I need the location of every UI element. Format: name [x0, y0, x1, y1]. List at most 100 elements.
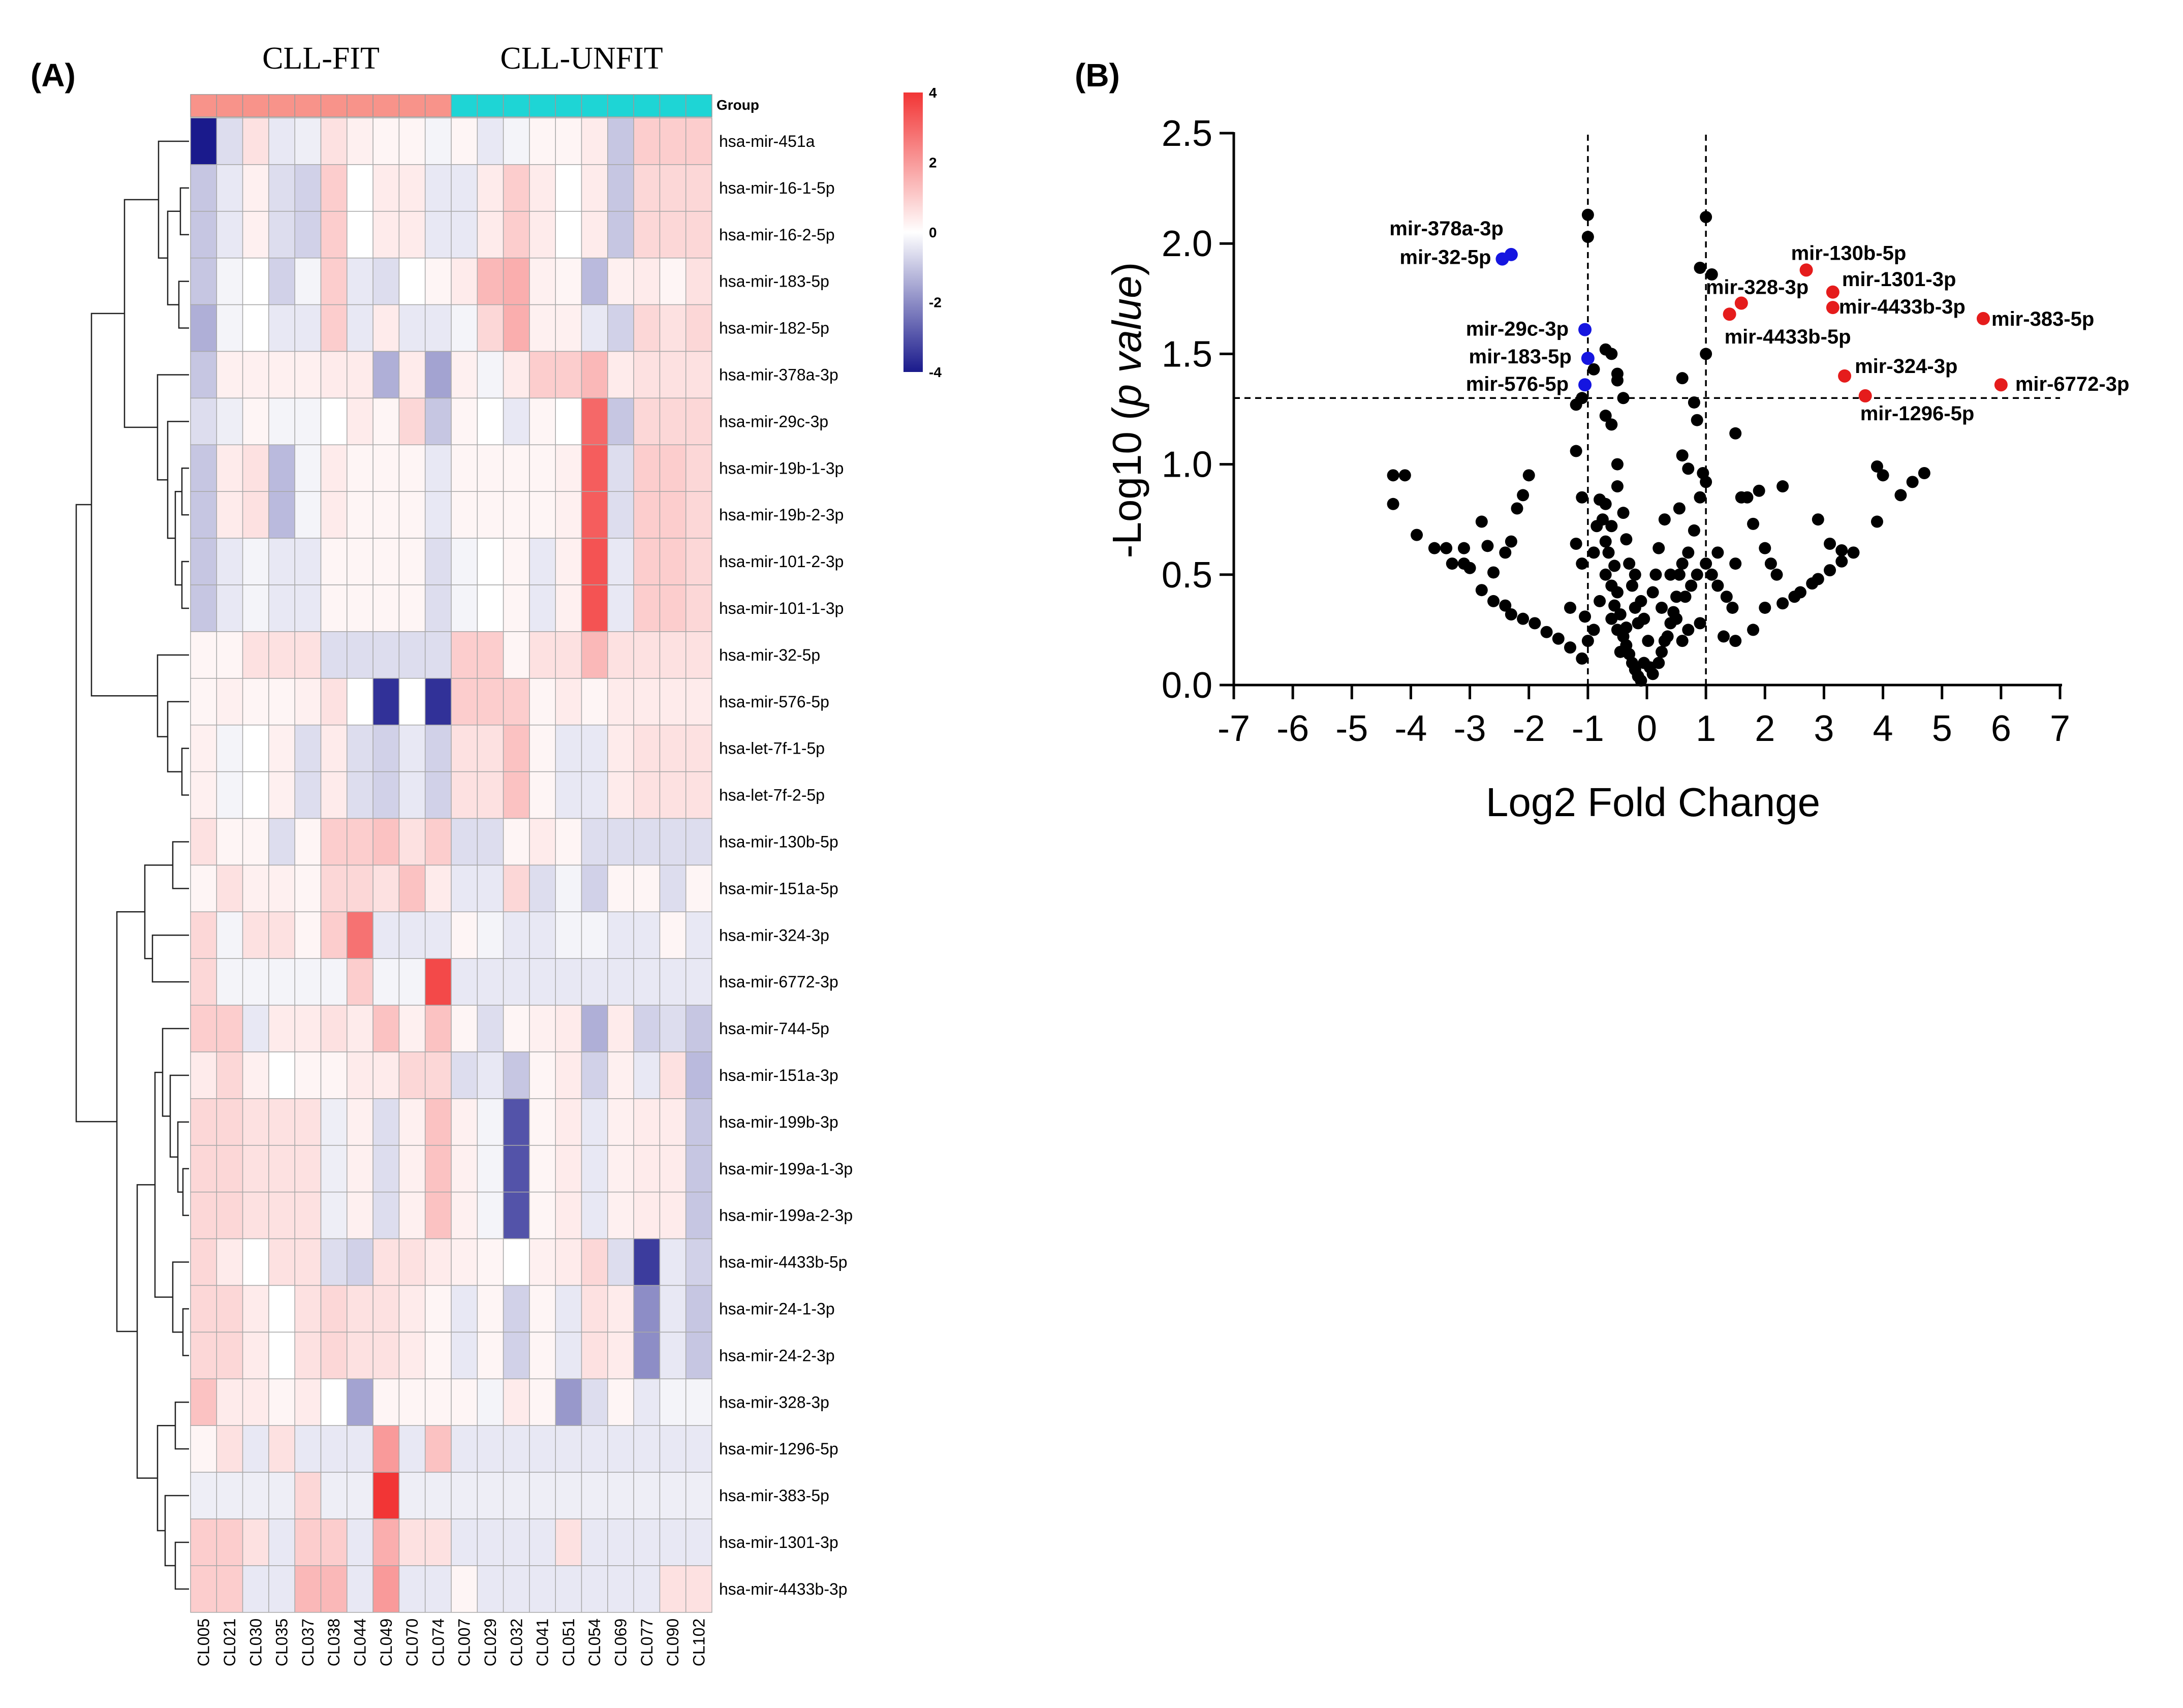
heatmap-cell [424, 1425, 452, 1473]
colorbar-tick: -2 [929, 295, 942, 310]
row-label: hsa-mir-451a [719, 132, 815, 150]
heatmap-cell [216, 1005, 243, 1052]
heatmap-cell [190, 1051, 217, 1099]
heatmap-cell [451, 911, 478, 959]
heatmap-cell [424, 257, 452, 305]
data-point [1676, 635, 1689, 647]
heatmap-cell [659, 678, 687, 726]
heatmap-cell [372, 1051, 400, 1099]
heatmap-cell [347, 538, 373, 585]
heatmap-cell [581, 911, 608, 959]
point-label: mir-29c-3p [1466, 318, 1569, 340]
heatmap-cell [529, 1005, 556, 1052]
row-label: hsa-mir-19b-1-3p [719, 459, 844, 477]
heatmap-cell [294, 1005, 322, 1052]
group-cell [633, 94, 661, 117]
dendrogram-link [162, 1028, 189, 1117]
heatmap-cell [503, 1051, 530, 1099]
heatmap-cell [451, 538, 478, 585]
heatmap-cell [529, 818, 556, 866]
significant-point [1581, 352, 1595, 365]
dendrogram-link [75, 504, 117, 1123]
heatmap-cell [607, 1378, 634, 1426]
data-point [1564, 601, 1577, 614]
heatmap-cell [268, 818, 295, 866]
heatmap-cell [529, 491, 556, 539]
heatmap-cell [477, 444, 504, 492]
heatmap-cell [685, 1191, 712, 1239]
heatmap-cell [633, 724, 661, 772]
heatmap-cell [268, 1051, 295, 1099]
heatmap-cell [294, 1378, 322, 1426]
heatmap-cell [294, 584, 322, 632]
heatmap-cell [372, 678, 400, 726]
heatmap-cell [529, 678, 556, 726]
row-label: hsa-mir-199a-1-3p [719, 1160, 853, 1178]
heatmap-cell [451, 397, 478, 446]
heatmap-cell [685, 1051, 712, 1099]
heatmap-cell [607, 1565, 634, 1613]
y-tick-label: 0.0 [1162, 665, 1212, 706]
data-point [1664, 568, 1677, 581]
heatmap-cell [190, 117, 217, 165]
data-point [1635, 595, 1647, 607]
significant-point [1723, 307, 1736, 321]
dendrogram-link [144, 864, 173, 959]
heatmap-cell [190, 444, 217, 492]
heatmap-cell [451, 164, 478, 212]
data-point [1411, 529, 1423, 541]
heatmap-cell [451, 678, 478, 726]
significant-point [1799, 263, 1813, 277]
heatmap-cell [347, 1378, 373, 1426]
heatmap-cell [398, 351, 426, 399]
heatmap-cell [685, 678, 712, 726]
heatmap-cell [659, 958, 687, 1006]
significant-point [1858, 389, 1872, 402]
heatmap-cell [555, 1145, 582, 1193]
heatmap-cell [451, 351, 478, 399]
heatmap-cell [659, 1472, 687, 1519]
heatmap-cell [372, 1472, 400, 1519]
heatmap-cell [424, 1051, 452, 1099]
heatmap-cell [581, 1005, 608, 1052]
heatmap-cell [633, 1378, 661, 1426]
heatmap-cell [529, 631, 556, 679]
heatmap-cell [398, 1238, 426, 1286]
heatmap-cell [685, 117, 712, 165]
heatmap-cell [216, 164, 243, 212]
heatmap-cell [659, 724, 687, 772]
heatmap-cell [268, 1565, 295, 1613]
heatmap-cell [633, 678, 661, 726]
heatmap-cell [320, 211, 348, 259]
heatmap-cell [685, 397, 712, 446]
heatmap-cell [372, 1145, 400, 1193]
heatmap-cell [190, 864, 217, 913]
heatmap-cell [347, 678, 373, 726]
heatmap-cell [581, 211, 608, 259]
heatmap-cell [424, 1005, 452, 1052]
heatmap-cell [216, 1145, 243, 1193]
heatmap-cell [607, 1051, 634, 1099]
data-point [1656, 601, 1668, 614]
heatmap-cell [503, 1425, 530, 1473]
data-point [1776, 597, 1789, 610]
heatmap-cell [503, 491, 530, 539]
heatmap-cell [555, 584, 582, 632]
heatmap-cell [424, 1518, 452, 1566]
heatmap-cell [347, 444, 373, 492]
heatmap-cell [372, 958, 400, 1006]
heatmap-cell [685, 351, 712, 399]
point-label: mir-4433b-5p [1725, 326, 1851, 348]
heatmap-cell [347, 351, 373, 399]
heatmap-cell [294, 864, 322, 913]
heatmap-cell [477, 1051, 504, 1099]
group-cell [190, 94, 217, 117]
data-point [1591, 520, 1603, 533]
data-point [1700, 476, 1712, 488]
heatmap-cell [503, 1565, 530, 1613]
heatmap-cell [633, 1238, 661, 1286]
heatmap-cell [294, 1518, 322, 1566]
heatmap-cell [451, 1565, 478, 1613]
heatmap-cell [633, 211, 661, 259]
heatmap-cell [607, 1005, 634, 1052]
